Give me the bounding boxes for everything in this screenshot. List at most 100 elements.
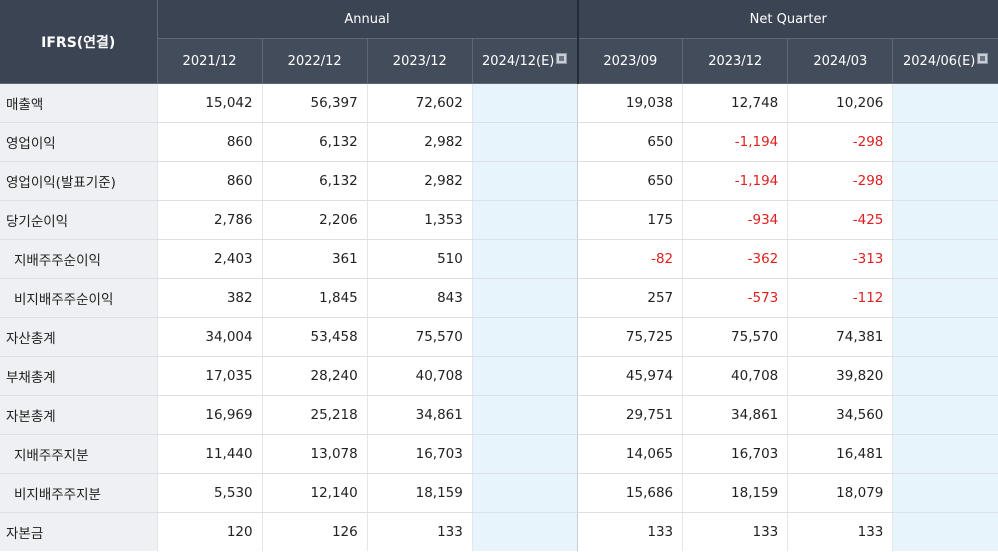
- row-label: 자산총계: [0, 317, 157, 357]
- value-cell: 15,686: [577, 473, 683, 513]
- table-row: 영업이익 860 6,132 2,982 650 -1,194 -298: [0, 122, 998, 162]
- value-cell: 72,602: [366, 83, 473, 123]
- estimate-cell: [892, 83, 998, 123]
- estimate-cell: [892, 161, 998, 201]
- row-label: 부채총계: [0, 356, 157, 396]
- value-cell: -313: [787, 239, 893, 279]
- period-header: 2024/03: [787, 38, 893, 84]
- value-cell: 40,708: [682, 356, 788, 396]
- value-cell: -425: [787, 200, 893, 240]
- value-cell: 29,751: [577, 395, 683, 435]
- row-label: 비지배주주지분: [0, 473, 157, 513]
- estimate-cell: [471, 200, 578, 240]
- period-header: 2023/12: [366, 38, 473, 84]
- value-cell: 1,353: [366, 200, 473, 240]
- value-cell: 10,206: [787, 83, 893, 123]
- value-cell: 133: [366, 512, 473, 551]
- value-cell: 53,458: [261, 317, 368, 357]
- value-cell: 6,132: [261, 161, 368, 201]
- row-label: 매출액: [0, 83, 157, 123]
- estimate-cell: [892, 434, 998, 474]
- estimate-cell: [892, 512, 998, 551]
- table-row: 자산총계 34,004 53,458 75,570 75,725 75,570 74,381: [0, 317, 998, 357]
- table-row: 부채총계 17,035 28,240 40,708 45,974 40,708 39,820: [0, 356, 998, 396]
- value-cell: 860: [156, 122, 263, 162]
- value-cell: -112: [787, 278, 893, 318]
- value-cell: 34,004: [156, 317, 263, 357]
- row-label: 비지배주주순이익: [0, 278, 157, 318]
- value-cell: -1,194: [682, 122, 788, 162]
- info-square-icon[interactable]: [556, 53, 568, 64]
- estimate-cell: [471, 395, 578, 435]
- row-label: 지배주주순이익: [0, 239, 157, 279]
- row-label: 당기순이익: [0, 200, 157, 240]
- value-cell: 18,159: [366, 473, 473, 513]
- value-cell: 74,381: [787, 317, 893, 357]
- period-header: 2023/09: [576, 38, 683, 84]
- value-cell: 2,982: [366, 161, 473, 201]
- period-header: 2023/12: [682, 38, 788, 84]
- value-cell: 2,206: [261, 200, 368, 240]
- estimate-cell: [471, 473, 578, 513]
- value-cell: 1,845: [261, 278, 368, 318]
- estimate-cell: [471, 356, 578, 396]
- value-cell: 17,035: [156, 356, 263, 396]
- info-square-icon[interactable]: [977, 53, 989, 64]
- period-header-estimate[interactable]: 2024/12(E): [471, 38, 578, 84]
- estimate-cell: [892, 122, 998, 162]
- value-cell: 133: [577, 512, 683, 551]
- group-header-annual: Annual: [156, 0, 578, 39]
- table-row: 매출액 15,042 56,397 72,602 19,038 12,748 10,206: [0, 83, 998, 123]
- value-cell: 34,560: [787, 395, 893, 435]
- value-cell: 843: [366, 278, 473, 318]
- estimate-cell: [892, 239, 998, 279]
- estimate-cell: [471, 239, 578, 279]
- value-cell: 13,078: [261, 434, 368, 474]
- value-cell: -573: [682, 278, 788, 318]
- value-cell: 120: [156, 512, 263, 551]
- table-row: 비지배주주지분 5,530 12,140 18,159 15,686 18,159 18,0…: [0, 473, 998, 513]
- period-header: 2021/12: [156, 38, 263, 84]
- value-cell: 5,530: [156, 473, 263, 513]
- estimate-cell: [471, 278, 578, 318]
- value-cell: 75,570: [682, 317, 788, 357]
- value-cell: 75,570: [366, 317, 473, 357]
- row-label: 영업이익: [0, 122, 157, 162]
- value-cell: 382: [156, 278, 263, 318]
- value-cell: 2,786: [156, 200, 263, 240]
- period-label: 2024/12(E): [482, 54, 555, 69]
- value-cell: -1,194: [682, 161, 788, 201]
- estimate-cell: [471, 317, 578, 357]
- estimate-cell: [471, 83, 578, 123]
- estimate-cell: [471, 122, 578, 162]
- value-cell: 28,240: [261, 356, 368, 396]
- period-header-estimate[interactable]: 2024/06(E): [892, 38, 998, 84]
- value-cell: 133: [682, 512, 788, 551]
- value-cell: 11,440: [156, 434, 263, 474]
- table-row: 영업이익(발표기준) 860 6,132 2,982 650 -1,194 -298: [0, 161, 998, 201]
- value-cell: -934: [682, 200, 788, 240]
- value-cell: 56,397: [261, 83, 368, 123]
- table-row: 당기순이익 2,786 2,206 1,353 175 -934 -425: [0, 200, 998, 240]
- estimate-cell: [471, 512, 578, 551]
- value-cell: 2,982: [366, 122, 473, 162]
- estimate-cell: [892, 317, 998, 357]
- value-cell: 12,140: [261, 473, 368, 513]
- value-cell: 2,403: [156, 239, 263, 279]
- estimate-cell: [892, 200, 998, 240]
- value-cell: -82: [577, 239, 683, 279]
- period-label: 2024/06(E): [903, 54, 976, 69]
- value-cell: 14,065: [577, 434, 683, 474]
- value-cell: 361: [261, 239, 368, 279]
- row-label: 자본총계: [0, 395, 157, 435]
- table-body: 매출액 15,042 56,397 72,602 19,038 12,748 10,206 영…: [0, 83, 998, 551]
- value-cell: 39,820: [787, 356, 893, 396]
- value-cell: 18,079: [787, 473, 893, 513]
- value-cell: 34,861: [366, 395, 473, 435]
- value-cell: 126: [261, 512, 368, 551]
- table-row: 자본총계 16,969 25,218 34,861 29,751 34,861 34,560: [0, 395, 998, 435]
- estimate-cell: [892, 395, 998, 435]
- value-cell: 860: [156, 161, 263, 201]
- value-cell: 6,132: [261, 122, 368, 162]
- value-cell: 25,218: [261, 395, 368, 435]
